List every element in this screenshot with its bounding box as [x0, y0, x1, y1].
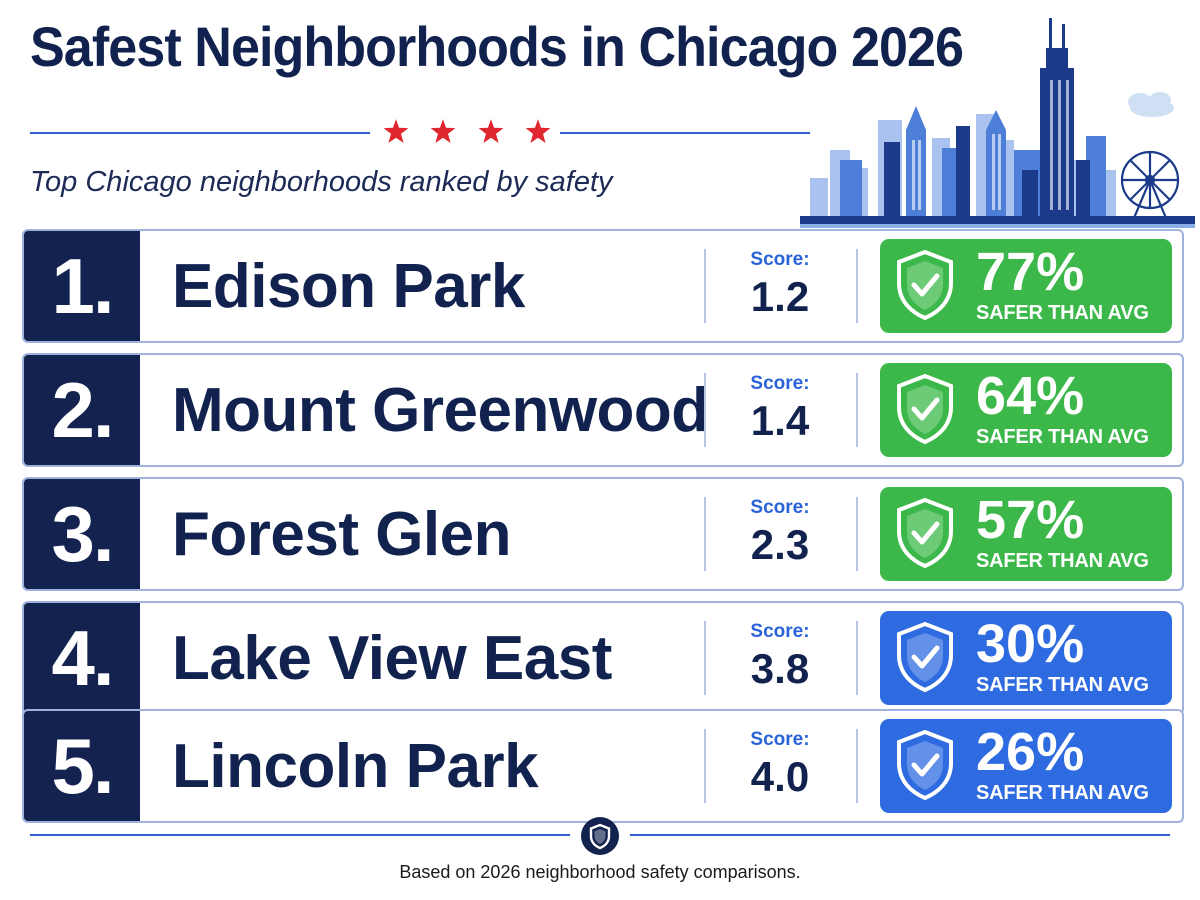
column-divider	[704, 249, 706, 323]
safety-badge: 77% SAFER THAN AVG	[880, 239, 1172, 333]
score-value: 1.2	[750, 273, 810, 320]
chicago-stars	[382, 118, 552, 148]
safety-badge: 64% SAFER THAN AVG	[880, 363, 1172, 457]
red-star-icon	[478, 119, 504, 143]
shield-check-icon	[897, 249, 953, 321]
page-subtitle: Top Chicago neighborhoods ranked by safe…	[30, 166, 613, 198]
score-label: Score:	[750, 373, 810, 394]
safety-badge: 30% SAFER THAN AVG	[880, 611, 1172, 705]
column-divider	[704, 621, 706, 695]
safety-comparison: SAFER THAN AVG	[976, 302, 1149, 324]
score-block: Score: 2.3	[724, 497, 836, 569]
safety-percent: 64%	[976, 366, 1085, 426]
neighborhood-name: Edison Park	[172, 251, 525, 321]
score-value: 2.3	[750, 521, 810, 568]
neighborhood-name: Lincoln Park	[172, 731, 539, 801]
score-value: 1.4	[750, 397, 810, 444]
score-label: Score:	[750, 249, 810, 270]
score-label: Score:	[750, 497, 810, 518]
rank-number: 5.	[24, 711, 140, 821]
score-label: Score:	[750, 729, 810, 750]
red-star-icon	[525, 119, 551, 143]
column-divider	[704, 497, 706, 571]
shield-check-icon	[897, 729, 953, 801]
shield-check-icon	[897, 497, 953, 569]
shield-icon	[581, 817, 619, 855]
ranking-row-1: 1. Edison Park Score: 1.2 77% SAFER THAN…	[22, 229, 1184, 343]
safety-comparison: SAFER THAN AVG	[976, 426, 1149, 448]
rank-number: 3.	[24, 479, 140, 589]
ranking-row-2: 2. Mount Greenwood Score: 1.4 64% SAFER …	[22, 353, 1184, 467]
neighborhood-name: Forest Glen	[172, 499, 512, 569]
score-block: Score: 1.2	[724, 249, 836, 321]
score-block: Score: 3.8	[724, 621, 836, 693]
ranking-row-5: 5. Lincoln Park Score: 4.0 26% SAFER THA…	[22, 709, 1184, 823]
safety-comparison: SAFER THAN AVG	[976, 674, 1149, 696]
footer-line-left	[30, 834, 570, 836]
safety-badge: 26% SAFER THAN AVG	[880, 719, 1172, 813]
rank-number: 4.	[24, 603, 140, 713]
red-star-icon	[383, 119, 409, 143]
safety-comparison: SAFER THAN AVG	[976, 550, 1149, 572]
column-divider	[856, 621, 858, 695]
safety-percent: 57%	[976, 490, 1085, 550]
score-block: Score: 4.0	[724, 729, 836, 801]
neighborhood-name: Mount Greenwood	[172, 375, 709, 445]
chicago-skyline-illustration	[800, 18, 1195, 228]
footnote: Based on 2026 neighborhood safety compar…	[399, 862, 801, 882]
column-divider	[704, 373, 706, 447]
column-divider	[856, 497, 858, 571]
shield-check-icon	[897, 373, 953, 445]
ranking-row-4: 4. Lake View East Score: 3.8 30% SAFER T…	[22, 601, 1184, 715]
neighborhood-name: Lake View East	[172, 623, 612, 693]
column-divider	[704, 729, 706, 803]
column-divider	[856, 249, 858, 323]
safety-badge: 57% SAFER THAN AVG	[880, 487, 1172, 581]
score-block: Score: 1.4	[724, 373, 836, 445]
divider-line-right	[560, 132, 810, 134]
safety-percent: 77%	[976, 242, 1085, 302]
safety-percent: 26%	[976, 722, 1085, 782]
footer-line-right	[630, 834, 1170, 836]
rank-number: 2.	[24, 355, 140, 465]
score-value: 4.0	[750, 753, 810, 800]
shield-check-icon	[897, 621, 953, 693]
safety-percent: 30%	[976, 614, 1085, 674]
ranking-row-3: 3. Forest Glen Score: 2.3 57% SAFER THAN…	[22, 477, 1184, 591]
rank-number: 1.	[24, 231, 140, 341]
divider-line-left	[30, 132, 370, 134]
column-divider	[856, 729, 858, 803]
score-value: 3.8	[750, 645, 810, 692]
title-divider	[30, 118, 810, 148]
page-title: Safest Neighborhoods in Chicago 2026	[30, 15, 964, 78]
safety-comparison: SAFER THAN AVG	[976, 782, 1149, 804]
score-label: Score:	[750, 621, 810, 642]
red-star-icon	[430, 119, 456, 143]
column-divider	[856, 373, 858, 447]
